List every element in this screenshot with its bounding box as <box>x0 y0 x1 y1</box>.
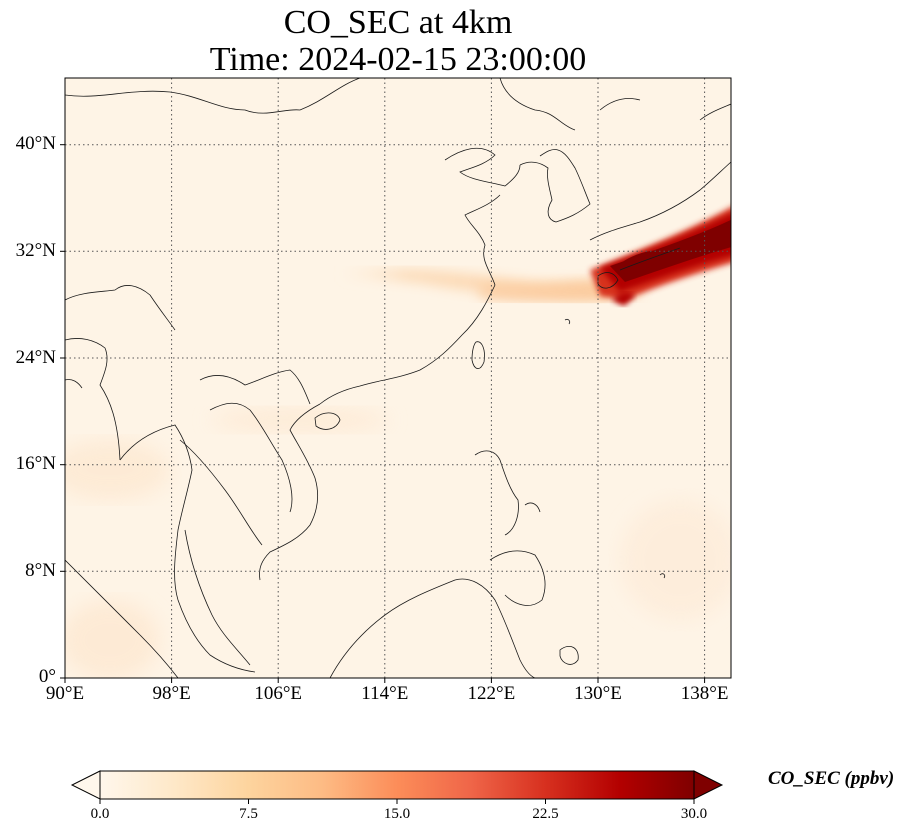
lon-tick-label: 138°E <box>680 683 729 704</box>
colorbar-extend-min <box>70 770 101 800</box>
map-frame <box>64 77 732 679</box>
lon-tick-label: 90°E <box>45 683 85 704</box>
colorbar-tick-label: 7.5 <box>239 806 258 822</box>
colorbar-label: CO_SEC (ppbv) <box>768 768 895 789</box>
map-subtitle-time: Time: 2024-02-15 23:00:00 <box>209 41 587 78</box>
lat-tick-label: 8°N <box>25 560 56 581</box>
lat-tick-label: 24°N <box>15 347 56 368</box>
colorbar-tick-label: 0.0 <box>90 806 110 822</box>
coastlines <box>65 78 731 678</box>
colorbar-extend-max <box>693 770 724 800</box>
lat-tick-label: 32°N <box>15 240 56 261</box>
colorbar-tick-label: 30.0 <box>680 806 708 822</box>
lat-tick-label: 40°N <box>15 133 56 154</box>
colorbar-tick-label: 15.0 <box>383 806 411 822</box>
lon-tick-label: 98°E <box>152 683 191 704</box>
lat-tick-label: 0° <box>38 666 56 687</box>
gridlines <box>65 78 731 678</box>
lon-tick-label: 114°E <box>361 683 409 704</box>
colorbar <box>60 144 724 804</box>
lon-tick-label: 130°E <box>574 683 622 704</box>
colorbar-gradient <box>100 771 694 799</box>
lat-tick-label: 16°N <box>15 453 56 474</box>
lon-tick-label: 106°E <box>254 683 303 704</box>
map-title: CO_SEC at 4km <box>283 4 513 41</box>
map-background <box>65 78 731 678</box>
colorbar-tick-label: 22.5 <box>532 806 559 822</box>
lon-tick-label: 122°E <box>467 683 516 704</box>
